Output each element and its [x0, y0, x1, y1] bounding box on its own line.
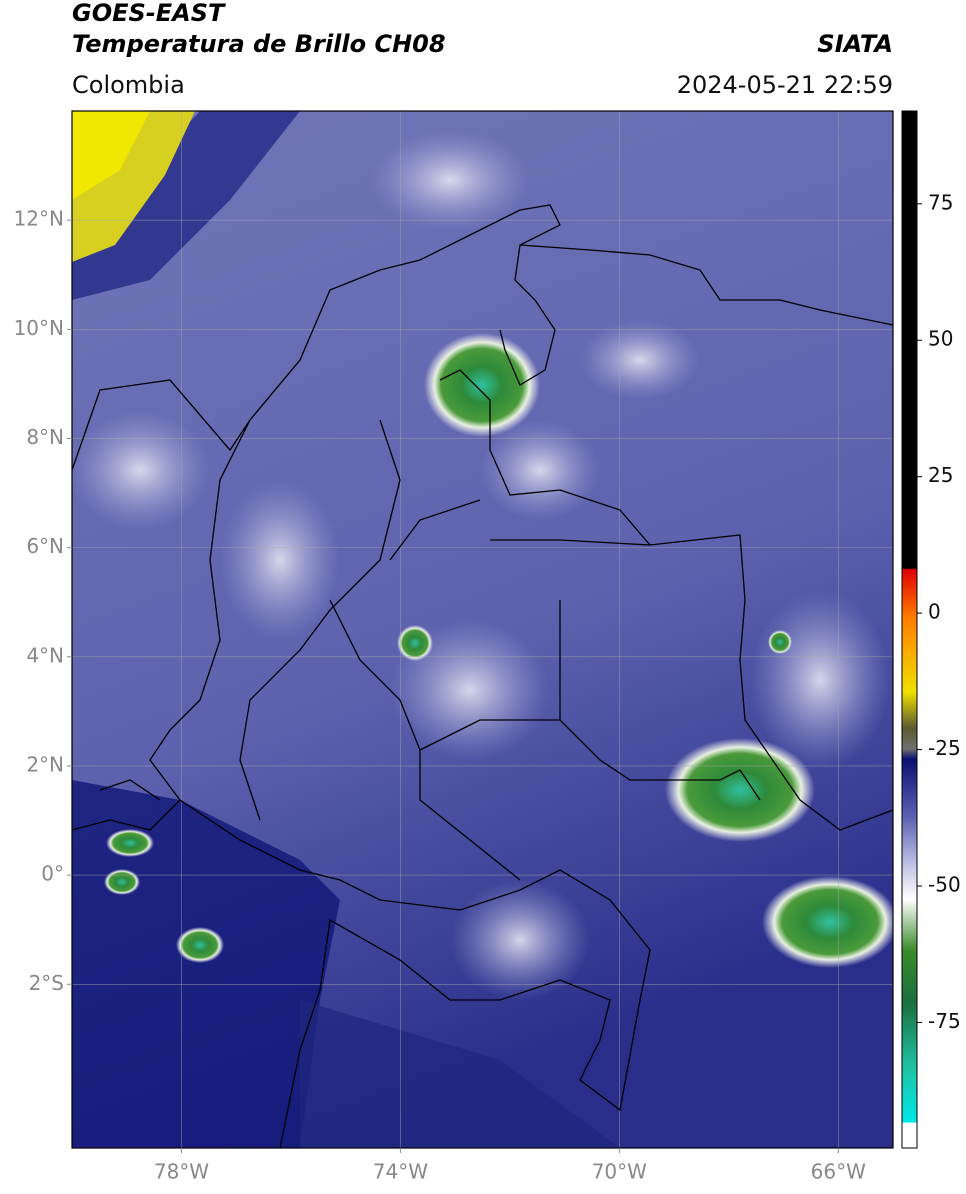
- lon-tick-label: 70°W: [592, 1160, 647, 1184]
- colorbar-tick-label: -25: [928, 736, 961, 760]
- lon-tick-label: 66°W: [811, 1160, 866, 1184]
- colorbar-tick-label: -75: [928, 1009, 961, 1033]
- subtitle: Temperatura de Brillo CH08: [72, 30, 446, 58]
- colorbar-tick-label: 0: [928, 600, 941, 624]
- lat-tick-label: 2°N: [26, 752, 64, 776]
- lat-tick-label: 6°N: [26, 534, 64, 558]
- axis-labels: 78°W 74°W 70°W 66°W 12°N 10°N 8°N 6°N 4°N 2°N 0° 2°…: [14, 190, 961, 1183]
- lat-tick-label: 4°N: [26, 643, 64, 667]
- colorbar-tick-label: 25: [928, 463, 953, 487]
- map-frame: [71, 110, 894, 1149]
- graticule: [72, 111, 893, 1148]
- lat-tick-label: 2°S: [29, 971, 64, 995]
- lon-tick-label: 78°W: [154, 1160, 209, 1184]
- region: Colombia: [72, 71, 185, 99]
- colorbar-tick-label: -50: [928, 873, 961, 897]
- lat-tick-label: 10°N: [14, 316, 64, 340]
- colorbar-tick-label: 75: [928, 190, 953, 214]
- source: SIATA: [817, 30, 893, 58]
- datetime: 2024-05-21 22:59: [677, 71, 893, 99]
- title: GOES-EAST: [72, 0, 226, 27]
- colorbar: [901, 110, 918, 1149]
- lat-tick-label: 0°: [41, 862, 64, 886]
- lat-tick-label: 12°N: [14, 207, 64, 231]
- satellite-image: [72, 111, 893, 1148]
- lon-tick-label: 74°W: [373, 1160, 428, 1184]
- borders: [72, 204, 893, 1148]
- colorbar-tick-label: 50: [928, 327, 953, 351]
- lat-tick-label: 8°N: [26, 425, 64, 449]
